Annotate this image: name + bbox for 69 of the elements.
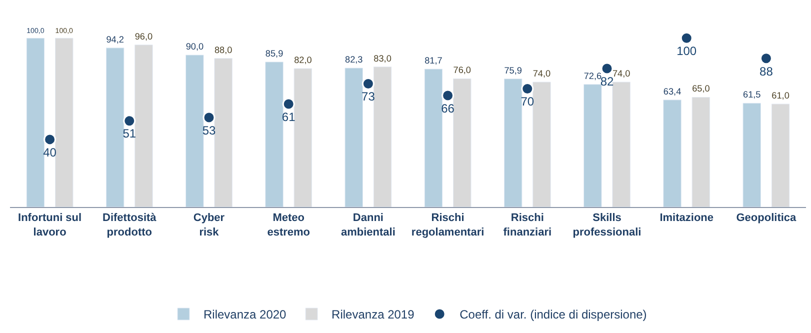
data-label: 73 (362, 90, 376, 104)
bar (612, 82, 630, 207)
point (44, 133, 56, 146)
bar (294, 68, 312, 207)
bar (532, 82, 551, 207)
x-tick-label: Rischi finanziari (503, 212, 552, 238)
bar (214, 58, 232, 207)
bar (742, 102, 762, 207)
bar (106, 48, 124, 207)
data-label: 90,0 (186, 42, 204, 52)
data-label: 70 (520, 94, 534, 109)
data-label: 66 (441, 101, 455, 116)
data-label: 88,0 (214, 44, 232, 55)
x-tick-label: Infortuni sul lavoro (18, 212, 82, 238)
data-label: 65,0 (692, 84, 710, 94)
data-label: 75,9 (504, 65, 522, 76)
data-label: 82,3 (345, 54, 363, 65)
x-tick-label: Meteo estremo (267, 212, 310, 238)
bar (663, 100, 682, 207)
x-tick-label: Rischi regolamentari (411, 212, 484, 238)
point (123, 114, 136, 128)
data-label: 61,5 (743, 90, 761, 100)
point (760, 52, 772, 65)
data-label: 82 (600, 74, 614, 88)
point (442, 89, 454, 102)
bar (692, 96, 710, 207)
x-tick-label: Danni ambientali (340, 212, 396, 238)
data-label: 61 (282, 110, 296, 124)
legend-label: Coeff. di var. (indice di dispersione) (460, 308, 647, 322)
bar (54, 38, 74, 207)
data-label: 74,0 (612, 68, 630, 79)
bar (186, 54, 204, 207)
bar (504, 78, 522, 207)
bar (584, 84, 602, 207)
bar (373, 66, 392, 207)
bar (134, 44, 153, 207)
data-label: 88 (760, 64, 774, 78)
data-label: 74,0 (532, 68, 551, 79)
data-label: 83,0 (374, 53, 392, 64)
data-label: 94,2 (106, 34, 124, 44)
x-tick-label: Imitazione (660, 212, 714, 224)
bar (771, 104, 790, 207)
data-label: 96,0 (134, 31, 153, 42)
data-label: 63,4 (663, 86, 682, 96)
x-tick-label: Difettosità prodotto (102, 212, 158, 238)
bar (265, 62, 284, 207)
data-label: 100 (676, 44, 697, 58)
data-label: 76,0 (453, 65, 471, 76)
data-label: 82,0 (294, 55, 312, 66)
bar (452, 78, 472, 207)
point (282, 98, 295, 110)
bar (344, 68, 364, 207)
data-label: 53 (202, 123, 216, 138)
point (202, 111, 216, 124)
legend-label: Rilevanza 2019 (332, 308, 415, 322)
bar (424, 68, 443, 207)
data-label: 81,7 (424, 56, 442, 66)
point (680, 32, 693, 44)
data-label: 61,0 (772, 90, 790, 100)
bar (26, 38, 45, 207)
data-label: 51 (122, 126, 136, 141)
x-tick-label: Skills professionali (572, 212, 642, 238)
data-label: 72,6 (584, 70, 602, 81)
legend-label: Rilevanza 2020 (204, 308, 287, 322)
x-tick-label: Cyber risk (193, 212, 226, 238)
data-label: 85,9 (265, 48, 284, 58)
x-tick-label: Geopolitica (736, 212, 798, 224)
data-label: 40 (43, 145, 57, 160)
point (600, 62, 614, 75)
